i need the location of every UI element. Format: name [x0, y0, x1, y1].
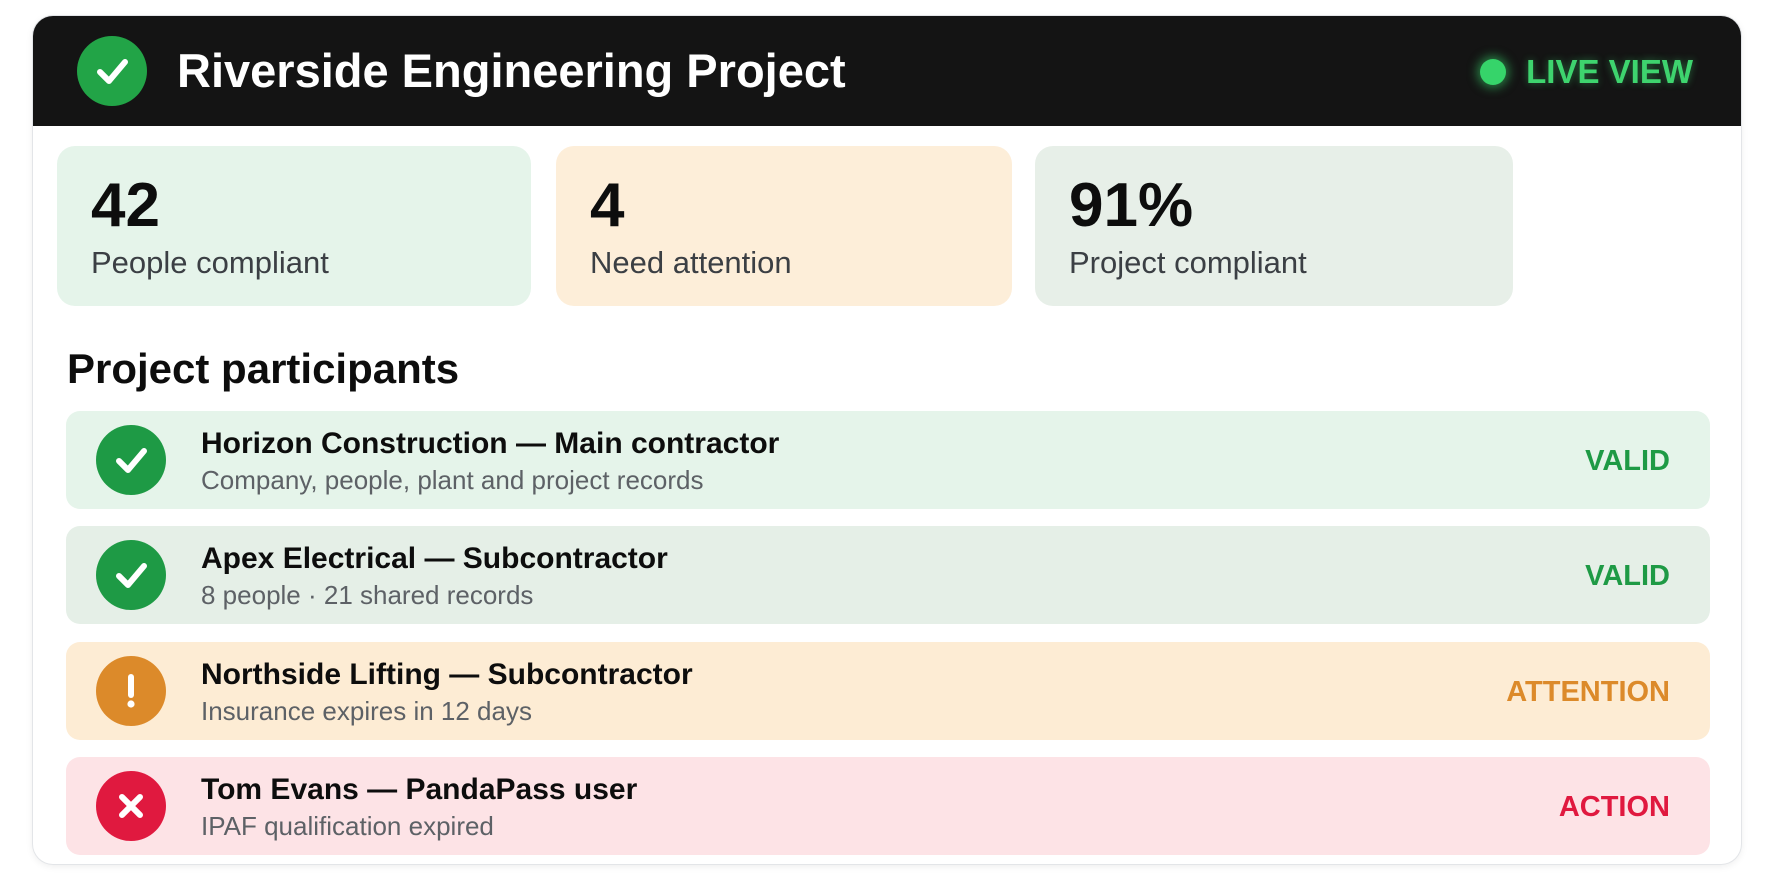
stat-need-attention[interactable]: 4 Need attention	[556, 146, 1012, 306]
stat-label: Project compliant	[1069, 245, 1307, 280]
live-view-label: LIVE VIEW	[1526, 53, 1693, 90]
participant-title: Apex Electrical — Subcontractor	[201, 542, 668, 575]
status-badge: ATTENTION	[1506, 676, 1670, 708]
status-badge: VALID	[1585, 445, 1670, 477]
check-circle-icon	[77, 36, 147, 106]
stat-label: Need attention	[590, 245, 792, 280]
stat-value: 42	[91, 171, 160, 240]
check-circle-icon	[96, 540, 166, 610]
project-card: Riverside Engineering Project LIVE VIEW …	[33, 16, 1741, 864]
x-circle-icon	[96, 771, 166, 841]
stat-label: People compliant	[91, 245, 329, 280]
section-title: Project participants	[67, 345, 460, 392]
exclamation-circle-icon	[96, 656, 166, 726]
stat-project-compliant[interactable]: 91% Project compliant	[1035, 146, 1513, 306]
status-badge: ACTION	[1558, 791, 1670, 823]
participant-row[interactable]: Horizon Construction — Main contractor C…	[66, 411, 1710, 509]
project-title: Riverside Engineering Project	[177, 44, 846, 97]
participant-subtitle: IPAF qualification expired	[201, 811, 494, 841]
participant-subtitle: Company, people, plant and project recor…	[201, 465, 704, 495]
participant-title: Tom Evans — PandaPass user	[201, 773, 638, 806]
participant-subtitle: 8 people · 21 shared records	[201, 580, 534, 610]
participant-row[interactable]: Apex Electrical — Subcontractor 8 people…	[66, 526, 1710, 624]
check-circle-icon	[96, 425, 166, 495]
stat-value: 4	[590, 171, 625, 240]
live-dot-icon	[1480, 59, 1507, 85]
participant-row[interactable]: Northside Lifting — Subcontractor Insura…	[66, 642, 1710, 740]
stat-people-compliant[interactable]: 42 People compliant	[57, 146, 531, 306]
participant-subtitle: Insurance expires in 12 days	[201, 696, 532, 726]
header-bar: Riverside Engineering Project LIVE VIEW	[33, 16, 1741, 126]
status-badge: VALID	[1585, 560, 1670, 592]
stat-value: 91%	[1069, 171, 1194, 240]
live-view-indicator[interactable]: LIVE VIEW	[1480, 53, 1693, 90]
participant-row[interactable]: Tom Evans — PandaPass user IPAF qualific…	[66, 757, 1710, 855]
participant-title: Horizon Construction — Main contractor	[201, 427, 780, 460]
participant-title: Northside Lifting — Subcontractor	[201, 658, 693, 691]
